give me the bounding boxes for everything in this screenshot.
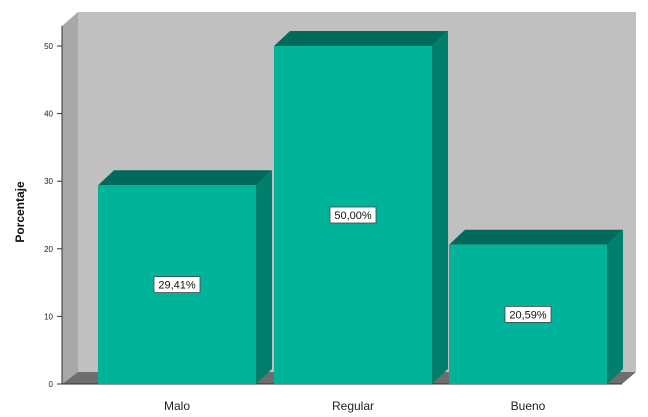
y-tick-label: 10 bbox=[44, 312, 53, 321]
bar-side bbox=[432, 31, 448, 384]
y-ticks: 0 10 20 30 40 50 bbox=[44, 42, 62, 389]
bar-top bbox=[98, 170, 272, 186]
bar-side bbox=[256, 170, 272, 384]
data-label: 29,41% bbox=[158, 280, 196, 292]
data-label-box bbox=[153, 276, 201, 293]
y-tick-label: 50 bbox=[44, 42, 53, 51]
data-label-box bbox=[504, 306, 552, 323]
data-label-box bbox=[329, 206, 377, 224]
y-axis-label: Porcentaje bbox=[13, 181, 27, 243]
bar-regular: 50,00% bbox=[274, 31, 448, 384]
bar-top bbox=[274, 31, 448, 46]
category-label: Bueno bbox=[511, 399, 546, 413]
y-tick-label: 0 bbox=[49, 380, 54, 389]
y-tick-label: 20 bbox=[44, 245, 53, 254]
y-tick-label: 40 bbox=[44, 110, 53, 119]
category-labels: Malo Regular Bueno bbox=[164, 399, 546, 413]
data-label: 20,59% bbox=[509, 309, 547, 321]
bar-malo: 29,41% bbox=[98, 170, 272, 384]
category-label: Regular bbox=[332, 399, 374, 413]
y-tick-label: 30 bbox=[44, 177, 53, 186]
bar-side bbox=[607, 229, 623, 384]
data-label: 50,00% bbox=[334, 210, 372, 222]
bars: 29,41% 50,00% 20,59% bbox=[98, 31, 623, 384]
bar-bueno: 20,59% bbox=[449, 229, 623, 384]
plot-left-wall bbox=[62, 12, 78, 384]
category-label: Malo bbox=[164, 399, 190, 413]
bar-top bbox=[449, 229, 623, 245]
